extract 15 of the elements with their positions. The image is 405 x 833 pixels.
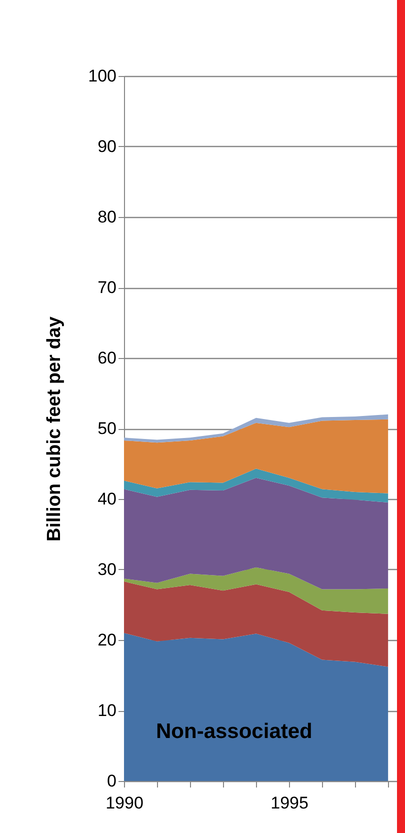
y-tick-label: 40 — [98, 490, 116, 508]
x-tick-label: 1990 — [106, 794, 144, 812]
y-tick-label: 60 — [98, 348, 116, 368]
y-tick-label: 90 — [98, 137, 116, 156]
y-tick-label: 30 — [98, 560, 116, 579]
annotation: Non-associated — [156, 720, 312, 743]
y-tick-label: 70 — [98, 278, 116, 297]
y-axis-title: Billion cubic feet per day — [44, 316, 66, 542]
y-tick-label: 10 — [98, 701, 116, 720]
y-tick-label: 20 — [98, 630, 116, 650]
y-tick-label: 80 — [98, 208, 116, 226]
y-tick-label: 0 — [107, 772, 116, 790]
y-tick-label: 50 — [98, 419, 116, 438]
y-tick-label: 100 — [88, 66, 116, 86]
x-tick-label: 1995 — [270, 794, 308, 812]
